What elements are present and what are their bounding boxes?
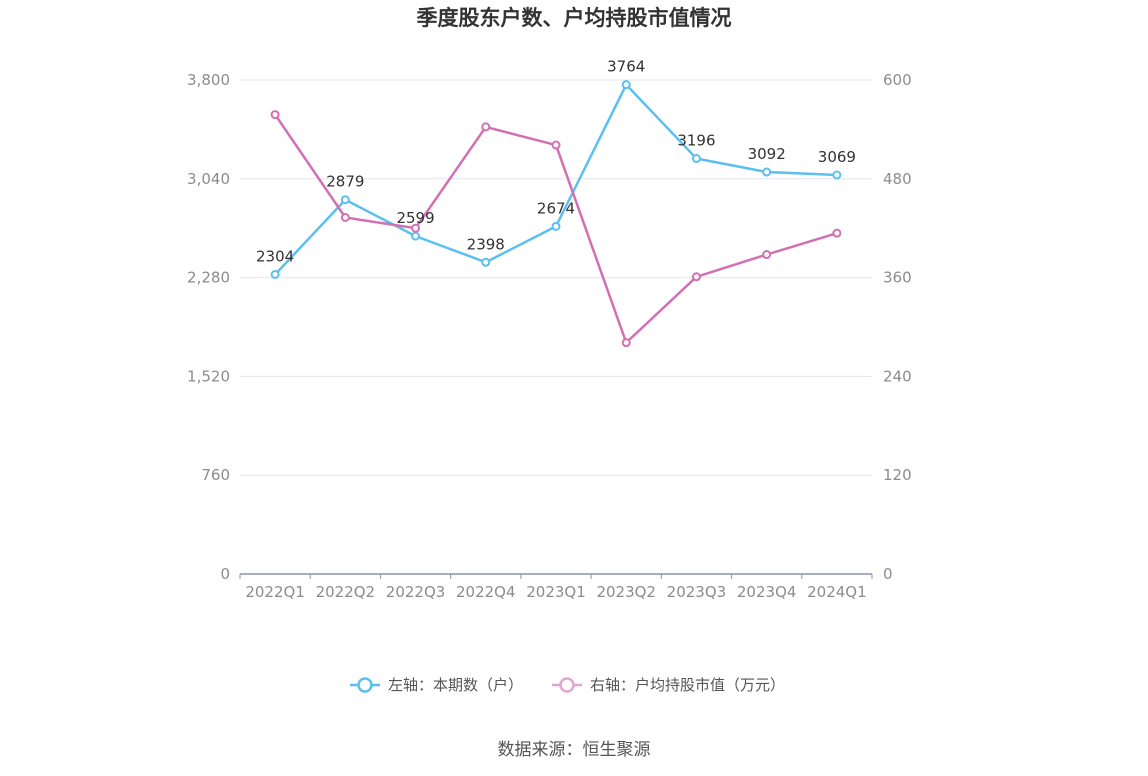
data-point xyxy=(832,228,842,238)
x-tick-label: 2023Q1 xyxy=(526,583,586,601)
data-point xyxy=(691,272,701,282)
x-tick-label: 2023Q2 xyxy=(596,583,656,601)
data-point xyxy=(270,269,280,279)
data-point xyxy=(691,154,701,164)
data-point xyxy=(270,110,280,120)
y-left-tick-label: 3,040 xyxy=(187,170,230,188)
x-tick-label: 2022Q1 xyxy=(245,583,305,601)
data-point xyxy=(481,257,491,267)
legend-swatch-marker xyxy=(357,677,373,693)
data-point xyxy=(551,140,561,150)
x-tick-label: 2023Q4 xyxy=(737,583,797,601)
y-right-tick-label: 360 xyxy=(883,269,912,287)
y-right-tick-label: 120 xyxy=(883,466,912,484)
data-label: 3092 xyxy=(748,145,786,163)
data-label: 2879 xyxy=(326,173,364,191)
data-label: 3764 xyxy=(607,58,645,76)
data-label: 2674 xyxy=(537,199,575,217)
legend-label: 右轴：户均持股市值（万元） xyxy=(590,676,785,694)
y-left-tick-label: 760 xyxy=(201,466,230,484)
y-right-tick-label: 0 xyxy=(883,565,893,583)
data-label: 3069 xyxy=(818,148,856,166)
y-left-tick-label: 2,280 xyxy=(187,269,230,287)
data-label: 2599 xyxy=(396,209,434,227)
y-right-tick-label: 240 xyxy=(883,367,912,385)
data-point xyxy=(762,167,772,177)
x-tick-label: 2023Q3 xyxy=(667,583,727,601)
series-layer: 2304 2879 2599 2398 2674 3764 3196 3092 3069 xyxy=(256,58,856,348)
x-tick-label: 2022Q3 xyxy=(386,583,446,601)
y-right-tick-label: 480 xyxy=(883,170,912,188)
data-label: 2304 xyxy=(256,247,294,265)
data-point xyxy=(832,170,842,180)
legend: 左轴：本期数（户） 右轴：户均持股市值（万元） xyxy=(350,676,785,694)
data-point xyxy=(411,223,421,233)
data-point xyxy=(551,221,561,231)
data-point xyxy=(340,195,350,205)
axes: 0 760 1,520 2,280 3,040 3,800 0 120 240 360 480 600… xyxy=(187,71,912,601)
y-left-tick-label: 3,800 xyxy=(187,71,230,89)
data-label: 2398 xyxy=(467,235,505,253)
legend-swatch-marker xyxy=(559,677,575,693)
source-note: 数据来源：恒生聚源 xyxy=(498,740,651,760)
y-right-tick-label: 600 xyxy=(883,71,912,89)
grid-lines xyxy=(240,79,872,476)
x-tick-label: 2022Q4 xyxy=(456,583,516,601)
x-tick-label: 2024Q1 xyxy=(807,583,867,601)
data-point xyxy=(411,231,421,241)
y-left-tick-label: 0 xyxy=(220,565,230,583)
data-point xyxy=(481,122,491,132)
data-point xyxy=(621,80,631,90)
data-point xyxy=(762,250,772,260)
data-point xyxy=(621,338,631,348)
chart-title: 季度股东户数、户均持股市值情况 xyxy=(417,6,732,30)
legend-label: 左轴：本期数（户） xyxy=(388,676,523,694)
data-point xyxy=(340,212,350,222)
x-tick-label: 2022Q2 xyxy=(316,583,376,601)
y-left-tick-label: 1,520 xyxy=(187,367,230,385)
data-label: 3196 xyxy=(677,132,715,150)
